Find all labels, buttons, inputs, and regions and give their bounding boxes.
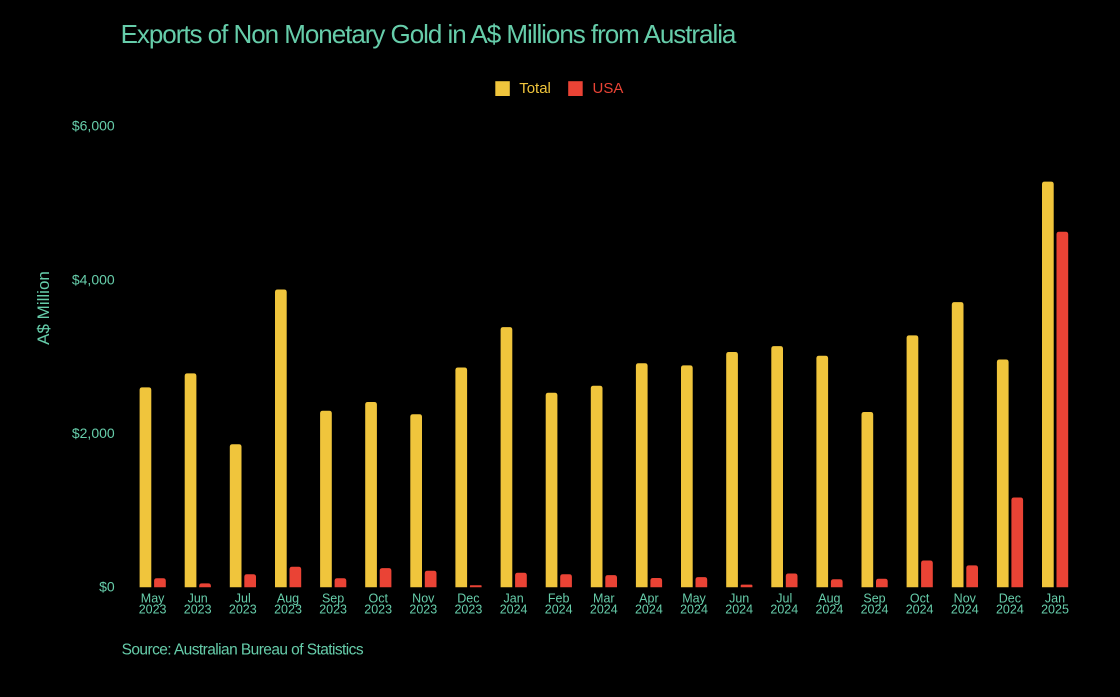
svg-text:Feb: Feb — [548, 592, 570, 606]
svg-text:Dec: Dec — [999, 592, 1021, 606]
svg-text:2023: 2023 — [454, 603, 482, 617]
svg-text:Jun: Jun — [188, 592, 208, 606]
svg-text:Aug: Aug — [818, 592, 840, 606]
svg-text:2024: 2024 — [725, 603, 753, 617]
svg-text:2024: 2024 — [861, 603, 889, 617]
svg-text:2024: 2024 — [545, 603, 573, 617]
svg-text:Mar: Mar — [593, 592, 615, 606]
svg-text:2024: 2024 — [680, 603, 708, 617]
svg-text:Jun: Jun — [729, 592, 749, 606]
svg-text:2023: 2023 — [274, 603, 302, 617]
svg-text:Oct: Oct — [910, 592, 930, 606]
svg-text:Dec: Dec — [457, 592, 479, 606]
svg-text:A$ Million: A$ Million — [34, 271, 53, 345]
svg-text:2024: 2024 — [906, 603, 934, 617]
svg-text:$2,000: $2,000 — [72, 425, 115, 441]
svg-text:Nov: Nov — [412, 592, 435, 606]
svg-text:Source: Australian Bureau of S: Source: Australian Bureau of Statistics — [122, 642, 364, 659]
svg-text:2023: 2023 — [184, 603, 212, 617]
svg-text:Jul: Jul — [235, 592, 251, 606]
svg-text:Total: Total — [519, 80, 551, 97]
svg-text:USA: USA — [593, 80, 624, 97]
svg-text:2024: 2024 — [500, 603, 528, 617]
svg-text:Oct: Oct — [368, 592, 388, 606]
svg-text:2024: 2024 — [951, 603, 979, 617]
svg-text:May: May — [682, 592, 706, 606]
svg-text:2023: 2023 — [139, 603, 167, 617]
svg-text:2025: 2025 — [1041, 603, 1069, 617]
svg-text:Nov: Nov — [954, 592, 977, 606]
svg-text:Jan: Jan — [1045, 592, 1065, 606]
svg-text:Jan: Jan — [504, 592, 524, 606]
svg-text:Jul: Jul — [776, 592, 792, 606]
svg-text:$6,000: $6,000 — [72, 118, 115, 134]
svg-text:Exports of Non Monetary Gold i: Exports of Non Monetary Gold in A$ Milli… — [121, 19, 737, 49]
svg-text:2024: 2024 — [996, 603, 1024, 617]
svg-text:2024: 2024 — [590, 603, 618, 617]
svg-text:Apr: Apr — [639, 592, 658, 606]
svg-text:Aug: Aug — [277, 592, 299, 606]
svg-text:May: May — [141, 592, 165, 606]
svg-text:Sep: Sep — [322, 592, 344, 606]
svg-text:2024: 2024 — [815, 603, 843, 617]
svg-text:2023: 2023 — [364, 603, 392, 617]
svg-text:2024: 2024 — [770, 603, 798, 617]
svg-text:2023: 2023 — [409, 603, 437, 617]
svg-text:2023: 2023 — [229, 603, 257, 617]
svg-text:$4,000: $4,000 — [72, 271, 115, 287]
svg-text:$0: $0 — [99, 578, 115, 594]
svg-text:2023: 2023 — [319, 603, 347, 617]
svg-text:Sep: Sep — [863, 592, 885, 606]
svg-text:2024: 2024 — [635, 603, 663, 617]
